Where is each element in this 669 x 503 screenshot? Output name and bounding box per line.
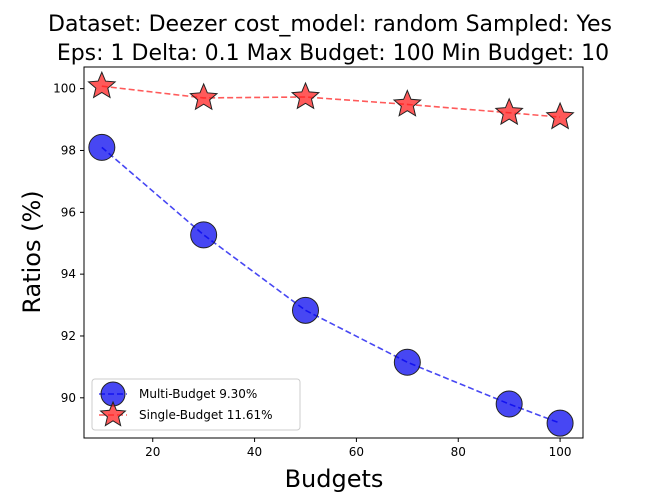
x-tick-label: 80 — [451, 445, 466, 459]
single-budget-line — [101, 85, 561, 118]
x-tick-label: 60 — [349, 445, 364, 459]
multi-budget-point — [190, 221, 218, 249]
legend: Multi-Budget 9.30% Single-Budget 11.61% — [91, 378, 301, 431]
single-budget-point — [290, 81, 321, 110]
multi-budget-point — [393, 348, 421, 376]
x-tick-label: 20 — [145, 445, 160, 459]
single-budget-point — [189, 82, 219, 111]
x-tick-label: 100 — [549, 445, 572, 459]
multi-budget-point — [546, 409, 574, 437]
chart-title-line-2: Eps: 1 Delta: 0.1 Max Budget: 100 Min Bu… — [57, 41, 609, 66]
single-budget-point — [392, 89, 422, 117]
single-budget-point — [87, 70, 117, 99]
legend-label-single: Single-Budget 11.61% — [139, 408, 273, 422]
x-axis: 20 40 60 80 100 — [145, 438, 572, 459]
multi-budget-series — [88, 133, 574, 437]
chart-title-line-1: Dataset: Deezer cost_model: random Sampl… — [48, 12, 612, 37]
y-axis-label: Ratios (%) — [18, 190, 46, 313]
single-budget-point — [494, 97, 524, 126]
x-axis-label: Budgets — [285, 465, 384, 493]
single-budget-series — [87, 70, 575, 130]
legend-marker-single — [99, 400, 127, 427]
y-tick-label: 98 — [61, 143, 76, 157]
y-axis: 90 92 94 96 98 100 — [53, 82, 84, 405]
multi-budget-point — [291, 296, 319, 324]
plot-area — [83, 66, 584, 439]
y-tick-label: 90 — [61, 391, 76, 405]
multi-budget-line — [101, 146, 561, 424]
multi-budget-point — [88, 133, 116, 161]
series-layer — [87, 70, 575, 437]
y-tick-label: 96 — [61, 205, 76, 219]
legend-box — [91, 378, 301, 431]
single-budget-point — [545, 101, 575, 130]
x-tick-label: 40 — [247, 445, 262, 459]
legend-label-multi: Multi-Budget 9.30% — [139, 387, 257, 401]
y-tick-label: 94 — [61, 267, 76, 281]
y-tick-label: 100 — [53, 82, 76, 96]
multi-budget-point — [495, 390, 523, 418]
y-tick-label: 92 — [61, 329, 76, 343]
